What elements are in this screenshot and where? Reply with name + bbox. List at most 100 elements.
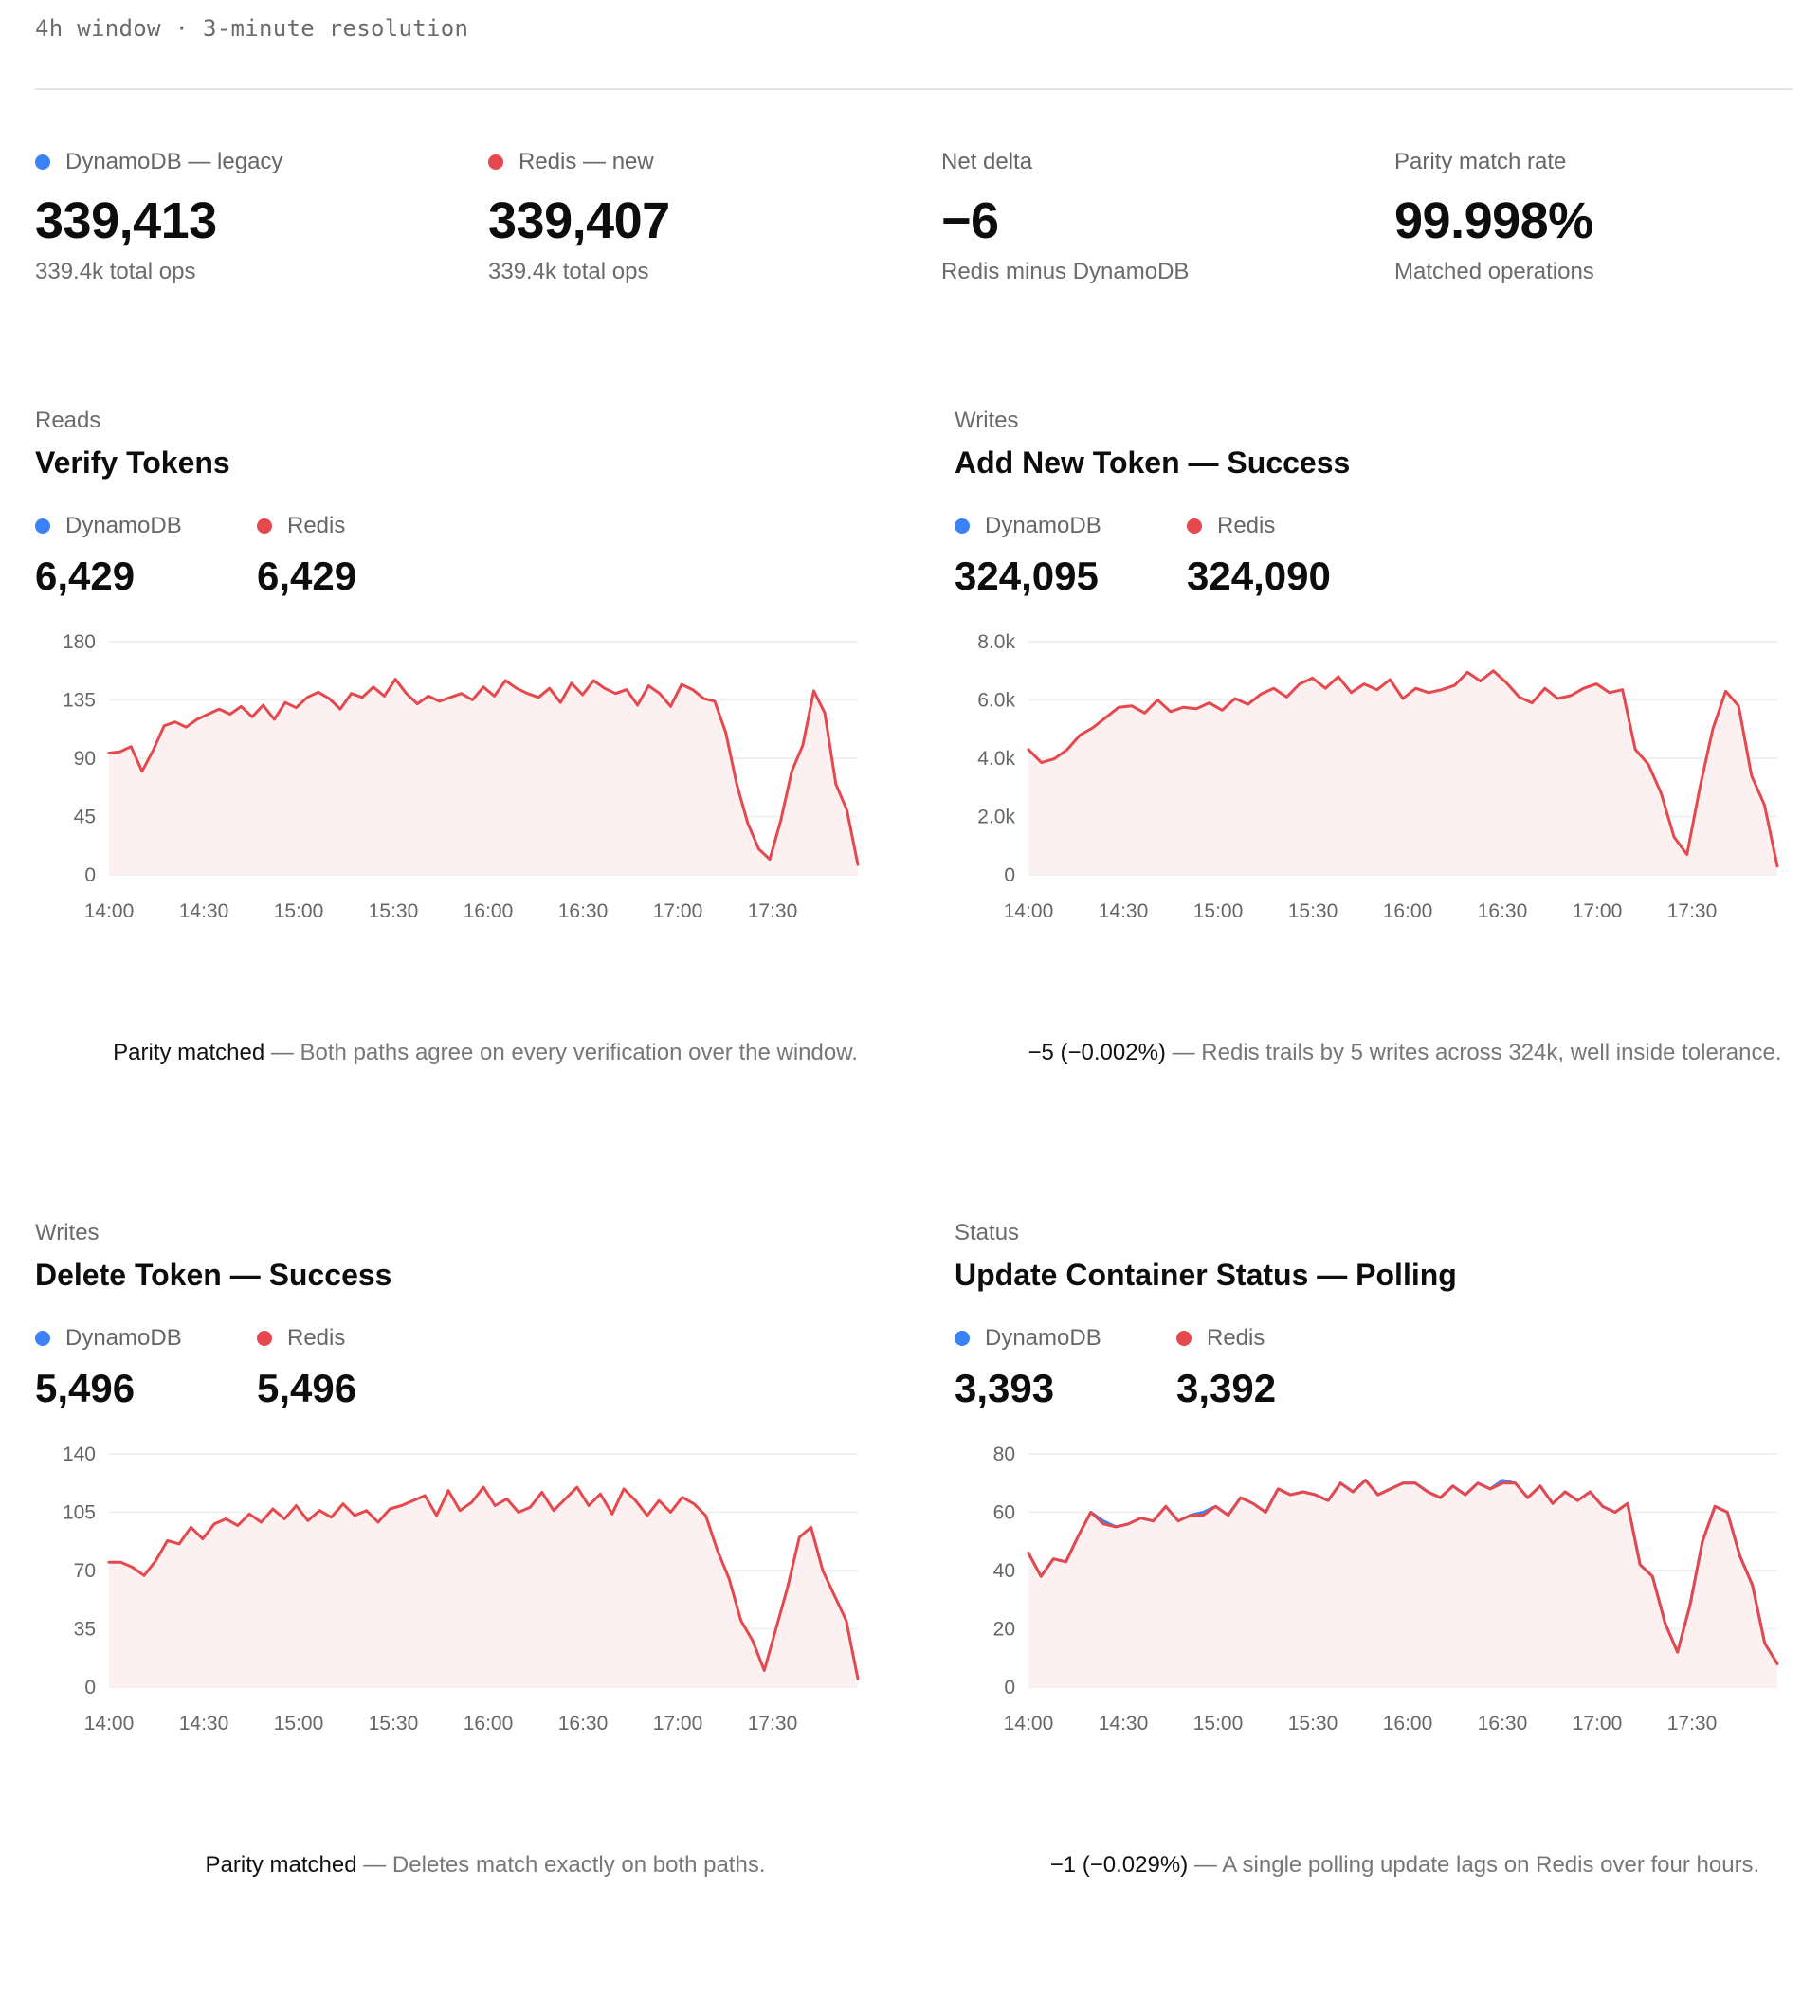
x-tick-label: 17:00 bbox=[1573, 1713, 1623, 1734]
y-tick-label: 0 bbox=[84, 1677, 96, 1698]
legend-redis: Redis 3,392 bbox=[1176, 1324, 1276, 1411]
legend-value: 324,090 bbox=[1187, 554, 1331, 598]
redis-series-line bbox=[1027, 1479, 1779, 1665]
x-tick-label: 17:30 bbox=[748, 1713, 798, 1734]
summary-value: −6 bbox=[941, 192, 999, 249]
panel-update-container-status: Status Update Container Status — Polling… bbox=[955, 1220, 1808, 2016]
y-tick-label: 40 bbox=[993, 1560, 1015, 1582]
series-area bbox=[109, 1487, 858, 1687]
y-tick-label: 105 bbox=[63, 1502, 96, 1524]
legend-label: Redis bbox=[287, 513, 346, 538]
panel-note: Parity matched — Both paths agree on eve… bbox=[92, 1033, 879, 1072]
y-tick-label: 0 bbox=[1004, 1677, 1015, 1698]
x-tick-label: 17:00 bbox=[653, 1713, 703, 1734]
y-tick-label: 0 bbox=[1004, 864, 1015, 886]
panel-note: −1 (−0.029%) — A single polling update l… bbox=[1011, 1845, 1798, 1884]
dynamodb-dot-icon bbox=[35, 154, 50, 170]
x-tick-label: 15:00 bbox=[1193, 1713, 1244, 1734]
summary-subtext: Redis minus DynamoDB bbox=[941, 259, 1190, 284]
legend-value: 3,392 bbox=[1176, 1366, 1277, 1410]
series-area bbox=[109, 679, 858, 875]
y-tick-label: 80 bbox=[993, 1444, 1015, 1465]
header-divider bbox=[35, 88, 1793, 90]
panel-note: Parity matched — Deletes match exactly o… bbox=[92, 1845, 879, 1884]
legend-value: 5,496 bbox=[35, 1366, 136, 1410]
legend-label: DynamoDB bbox=[985, 513, 1101, 538]
summary-label-text: Redis — new bbox=[519, 149, 654, 174]
panel-note: −5 (−0.002%) — Redis trails by 5 writes … bbox=[1011, 1033, 1798, 1072]
panel-category: Status bbox=[955, 1220, 1020, 1245]
y-tick-label: 0 bbox=[84, 864, 96, 886]
legend-label: Redis bbox=[1207, 1325, 1265, 1351]
dynamodb-dot-icon bbox=[955, 518, 970, 534]
legend-redis: Redis 324,090 bbox=[1187, 512, 1331, 599]
legend-dynamodb: DynamoDB 5,496 bbox=[35, 1324, 182, 1411]
dynamodb-dot-icon bbox=[35, 518, 50, 534]
series-area bbox=[1028, 670, 1777, 875]
panel-add-new-token: Writes Add New Token — Success DynamoDB … bbox=[955, 408, 1808, 1204]
legend-redis: Redis 6,429 bbox=[257, 512, 356, 599]
legend-redis: Redis 5,496 bbox=[257, 1324, 356, 1411]
note-highlight: Parity matched bbox=[205, 1852, 357, 1878]
legend-value: 6,429 bbox=[35, 554, 136, 598]
x-tick-label: 16:30 bbox=[1478, 1713, 1528, 1734]
legend-label: DynamoDB bbox=[65, 513, 182, 538]
x-tick-label: 17:30 bbox=[1667, 900, 1718, 922]
legend-value: 6,429 bbox=[257, 554, 357, 598]
redis-dot-icon bbox=[488, 154, 503, 170]
chart-update-container-status: 0 20 40 60 80 14:00 14:30 15:00 15:30 16:00 16:30 1… bbox=[993, 1444, 1779, 1734]
y-tick-label: 4.0k bbox=[977, 748, 1015, 770]
note-highlight: −5 (−0.002%) bbox=[1028, 1040, 1166, 1065]
x-tick-label: 14:30 bbox=[1099, 900, 1149, 922]
y-tick-label: 60 bbox=[993, 1502, 1015, 1524]
summary-subtext: 339.4k total ops bbox=[488, 259, 649, 284]
chart-delete-token: 0 35 70 105 140 14:00 14:30 15:00 15:30 16:00 16:3… bbox=[63, 1444, 860, 1734]
x-tick-label: 15:00 bbox=[274, 900, 324, 922]
summary-value: 339,407 bbox=[488, 192, 670, 249]
y-tick-label: 6.0k bbox=[977, 690, 1015, 712]
series-area bbox=[1028, 1480, 1777, 1687]
summary-label: DynamoDB — legacy bbox=[35, 147, 452, 177]
summary-value: 339,413 bbox=[35, 192, 217, 249]
chart-add-new-token: 0 2.0k 4.0k 6.0k 8.0k 14:00 14:30 15:00 15:30 16:… bbox=[977, 631, 1779, 922]
x-tick-label: 17:30 bbox=[748, 900, 798, 922]
y-tick-label: 2.0k bbox=[977, 807, 1015, 828]
y-tick-label: 20 bbox=[993, 1619, 1015, 1641]
redis-series-line bbox=[1027, 669, 1779, 868]
legend-label: Redis bbox=[287, 1325, 346, 1351]
panel-verify-tokens: Reads Verify Tokens DynamoDB 6,429 Redis… bbox=[35, 408, 888, 1204]
y-tick-label: 135 bbox=[63, 690, 96, 712]
x-tick-label: 16:30 bbox=[1478, 900, 1528, 922]
legend-label: DynamoDB bbox=[985, 1325, 1101, 1351]
x-tick-label: 16:30 bbox=[558, 900, 609, 922]
x-tick-label: 16:00 bbox=[464, 900, 514, 922]
y-tick-label: 90 bbox=[74, 748, 96, 770]
panel-title: Delete Token — Success bbox=[35, 1258, 392, 1292]
redis-series-line bbox=[107, 678, 860, 866]
summary-label: Net delta bbox=[941, 147, 1358, 177]
window-caption: 4h window · 3-minute resolution bbox=[35, 15, 469, 42]
x-tick-label: 17:30 bbox=[1667, 1713, 1718, 1734]
x-tick-label: 15:30 bbox=[1288, 1713, 1338, 1734]
x-tick-label: 15:00 bbox=[274, 1713, 324, 1734]
summary-value: 99.998% bbox=[1394, 192, 1593, 249]
summary-dynamodb: DynamoDB — legacy 339,413 339.4k total o… bbox=[35, 147, 452, 285]
x-tick-label: 14:30 bbox=[179, 1713, 229, 1734]
redis-dot-icon bbox=[1187, 518, 1202, 534]
x-tick-label: 15:30 bbox=[369, 900, 419, 922]
panel-delete-token: Writes Delete Token — Success DynamoDB 5… bbox=[35, 1220, 888, 2016]
note-text: — A single polling update lags on Redis … bbox=[1188, 1852, 1760, 1878]
summary-parity-rate: Parity match rate 99.998% Matched operat… bbox=[1394, 147, 1811, 285]
x-tick-label: 16:00 bbox=[1383, 900, 1433, 922]
summary-subtext: Matched operations bbox=[1394, 259, 1594, 284]
legend-dynamodb: DynamoDB 6,429 bbox=[35, 512, 182, 599]
panel-category: Writes bbox=[955, 408, 1019, 433]
x-tick-label: 14:00 bbox=[84, 900, 135, 922]
note-highlight: Parity matched bbox=[113, 1040, 265, 1065]
note-text: — Both paths agree on every verification… bbox=[264, 1040, 858, 1065]
panel-category: Reads bbox=[35, 408, 101, 433]
summary-label-text: DynamoDB — legacy bbox=[65, 149, 283, 174]
note-highlight: −1 (−0.029%) bbox=[1049, 1852, 1189, 1878]
legend-label: DynamoDB bbox=[65, 1325, 182, 1351]
x-tick-label: 16:00 bbox=[1383, 1713, 1433, 1734]
